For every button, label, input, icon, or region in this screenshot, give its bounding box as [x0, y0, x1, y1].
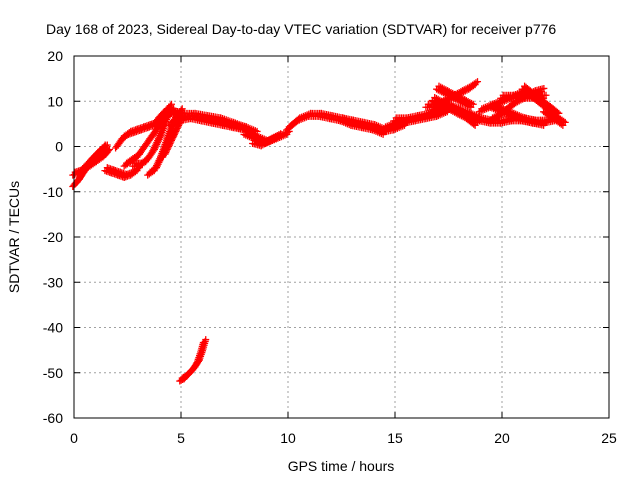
y-tick-label: 0 [55, 139, 63, 155]
data-point [105, 146, 113, 154]
y-tick-label: -30 [43, 274, 63, 290]
x-tick-label: 15 [387, 430, 403, 446]
data-point [469, 100, 477, 108]
y-tick-label: 20 [47, 48, 63, 64]
series-arc-13 [249, 130, 285, 150]
series-arc-20 [422, 78, 482, 111]
series-arc-28 [176, 336, 210, 385]
data-point [560, 117, 568, 125]
x-tick-label: 0 [70, 430, 78, 446]
x-axis-label: GPS time / hours [288, 458, 395, 474]
y-tick-label: -50 [43, 365, 63, 381]
x-tick-label: 10 [280, 430, 296, 446]
data-point [474, 78, 482, 86]
data-point [561, 118, 569, 126]
x-tick-label: 20 [494, 430, 510, 446]
chart-title: Day 168 of 2023, Sidereal Day-to-day VTE… [46, 21, 556, 37]
data-point [542, 118, 550, 126]
y-tick-label: -10 [43, 184, 63, 200]
data-point [202, 336, 210, 344]
series-arc-04 [101, 164, 143, 181]
series-arc-03 [80, 146, 113, 175]
x-tick-label: 5 [177, 430, 185, 446]
y-tick-label: -20 [43, 229, 63, 245]
ticks-layer: 0 5 10 15 20 25 -60 -50 -40 -30 -20 -10 0 10 20 [43, 48, 617, 446]
grid-layer [74, 56, 609, 418]
y-tick-label: -40 [43, 320, 63, 336]
series-arc-26 [486, 100, 550, 129]
data-point [540, 84, 548, 92]
series-arc-27 [540, 105, 569, 129]
series-arc-11 [165, 112, 250, 134]
data-point [101, 141, 109, 149]
data-point [168, 100, 175, 108]
y-axis-label: SDTVAR / TECUs [6, 181, 22, 293]
data-point [277, 130, 285, 138]
data-points-layer [69, 78, 569, 385]
data-point [542, 91, 550, 99]
y-tick-label: 10 [47, 93, 63, 109]
data-point [100, 142, 108, 150]
x-tick-label: 25 [601, 430, 617, 446]
y-tick-label: -60 [43, 410, 63, 426]
